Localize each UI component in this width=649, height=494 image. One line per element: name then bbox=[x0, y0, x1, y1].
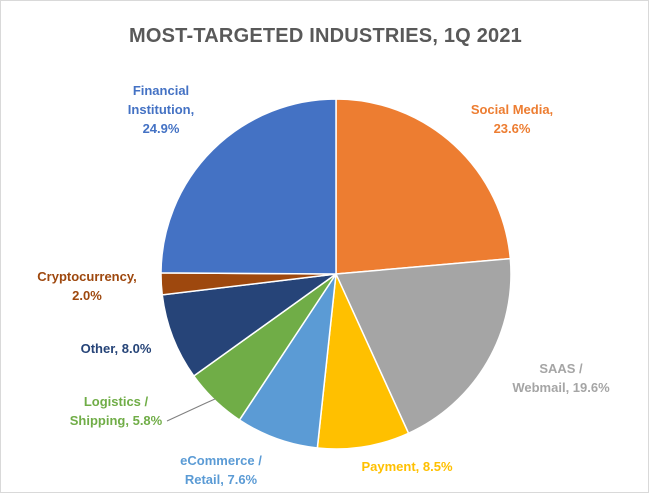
data-label-line: Retail, 7.6% bbox=[185, 472, 258, 487]
data-label-line: Payment, 8.5% bbox=[361, 459, 452, 474]
data-label-line: Institution, bbox=[128, 102, 194, 117]
pie-slice-financial-institution bbox=[160, 98, 337, 275]
data-label-logistics-shipping: Logistics / Shipping, 5.8% bbox=[70, 394, 163, 428]
data-label-ecommerce-retail: eCommerce / Retail, 7.6% bbox=[180, 453, 262, 487]
data-label-line: Other, 8.0% bbox=[81, 341, 152, 356]
pie-slice-social-media bbox=[335, 98, 512, 275]
data-label-social-media: Social Media, 23.6% bbox=[471, 102, 553, 136]
data-label-cryptocurrency: Cryptocurrency, 2.0% bbox=[37, 269, 136, 303]
data-label-line: 2.0% bbox=[72, 288, 102, 303]
data-label-other: Other, 8.0% bbox=[81, 341, 152, 356]
data-label-line: SAAS / bbox=[539, 361, 583, 376]
data-label-line: Financial bbox=[133, 83, 189, 98]
data-label-line: Logistics / bbox=[84, 394, 149, 409]
data-label-line: 23.6% bbox=[494, 121, 531, 136]
data-label-line: Shipping, 5.8% bbox=[70, 413, 163, 428]
data-label-line: Webmail, 19.6% bbox=[512, 380, 610, 395]
data-label-line: Cryptocurrency, bbox=[37, 269, 136, 284]
data-label-payment: Payment, 8.5% bbox=[361, 459, 452, 474]
leader-line-logistics bbox=[166, 398, 216, 422]
data-label-line: eCommerce / bbox=[180, 453, 262, 468]
data-label-saas-webmail: SAAS / Webmail, 19.6% bbox=[512, 361, 610, 395]
pie-slice-saas-webmail bbox=[334, 257, 512, 435]
chart-title: MOST-TARGETED INDUSTRIES, 1Q 2021 bbox=[129, 25, 522, 47]
data-label-line: Social Media, bbox=[471, 102, 553, 117]
data-label-line: 24.9% bbox=[143, 121, 180, 136]
data-label-financial-institution: Financial Institution, 24.9% bbox=[128, 83, 194, 136]
pie-slice-payment bbox=[316, 271, 410, 450]
